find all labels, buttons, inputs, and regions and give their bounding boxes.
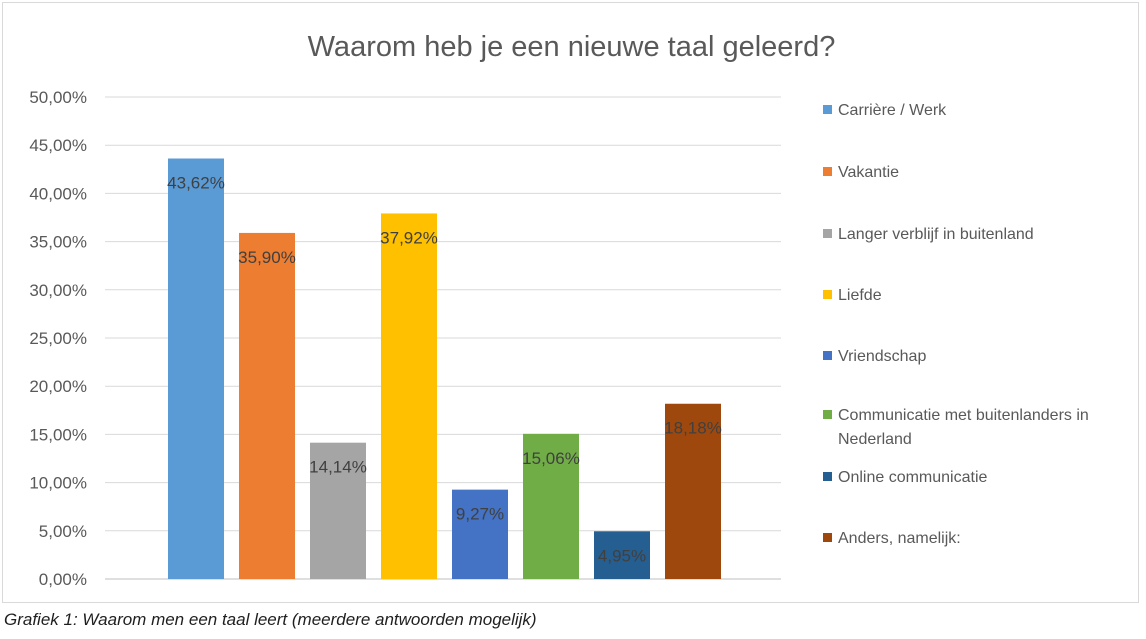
y-tick-label: 40,00% (29, 184, 87, 203)
data-label-5: 9,27% (456, 505, 504, 524)
legend-swatch (823, 351, 832, 360)
legend-item-7: Online communicatie (823, 466, 1133, 490)
data-label-1: 43,62% (167, 174, 225, 193)
legend-swatch (823, 229, 832, 238)
chart-title: Waarom heb je een nieuwe taal geleerd? (307, 31, 836, 63)
legend-label: Anders, namelijk: (838, 530, 961, 547)
legend-item-8: Anders, namelijk: (823, 527, 1133, 551)
legend-item-5: Vriendschap (823, 345, 1133, 369)
legend-swatch (823, 410, 832, 419)
y-tick-label: 50,00% (29, 88, 87, 107)
figure-caption: Grafiek 1: Waarom men een taal leert (me… (4, 610, 537, 629)
legend-swatch (823, 472, 832, 481)
legend-item-3: Langer verblijf in buitenland (823, 223, 1133, 247)
y-tick-label: 30,00% (29, 281, 87, 300)
legend-item-1: Carrière / Werk (823, 99, 1133, 123)
legend-label: Online communicatie (838, 469, 988, 486)
y-tick-label: 35,00% (29, 233, 87, 252)
y-tick-label: 10,00% (29, 474, 87, 493)
bar-7 (594, 531, 650, 579)
legend-label: Vriendschap (838, 348, 927, 365)
chart-frame: Waarom heb je een nieuwe taal geleerd? 0… (2, 2, 1139, 603)
bar-6 (523, 433, 579, 579)
data-label-4: 37,92% (380, 228, 438, 247)
bar-8 (665, 403, 721, 579)
bar-5 (452, 489, 508, 579)
data-label-3: 14,14% (309, 458, 367, 477)
data-label-2: 35,90% (238, 248, 296, 267)
bar-1 (168, 158, 224, 579)
y-tick-label: 15,00% (29, 425, 87, 444)
data-label-6: 15,06% (522, 449, 580, 468)
data-label-7: 4,95% (598, 546, 646, 565)
legend-item-2: Vakantie (823, 161, 1133, 185)
bar-chart-plot: 0,00% 5,00% 10,00% 15,00% 20,00% 25,00% 30,00%… (29, 88, 781, 589)
y-tick-label: 0,00% (39, 570, 87, 589)
legend-item-4: Liefde (823, 284, 1133, 308)
legend-label: Liefde (838, 287, 882, 304)
legend-swatch (823, 167, 832, 176)
bar-2 (239, 232, 295, 579)
legend-label: Langer verblijf in buitenland (838, 226, 1034, 243)
legend-label: Carrière / Werk (838, 102, 947, 119)
y-tick-label: 5,00% (39, 522, 87, 541)
bar-3 (310, 442, 366, 579)
legend-label: Communicatie met buitenlanders in Nederl… (838, 407, 1089, 448)
y-tick-label: 45,00% (29, 136, 87, 155)
legend-swatch (823, 290, 832, 299)
legend-swatch (823, 105, 832, 114)
legend-item-6: Communicatie met buitenlanders in Nederl… (823, 404, 1133, 452)
legend-swatch (823, 533, 832, 542)
y-tick-label: 20,00% (29, 377, 87, 396)
legend-label: Vakantie (838, 164, 900, 181)
bar-4 (381, 213, 437, 579)
y-tick-label: 25,00% (29, 329, 87, 348)
data-label-8: 18,18% (664, 419, 722, 438)
